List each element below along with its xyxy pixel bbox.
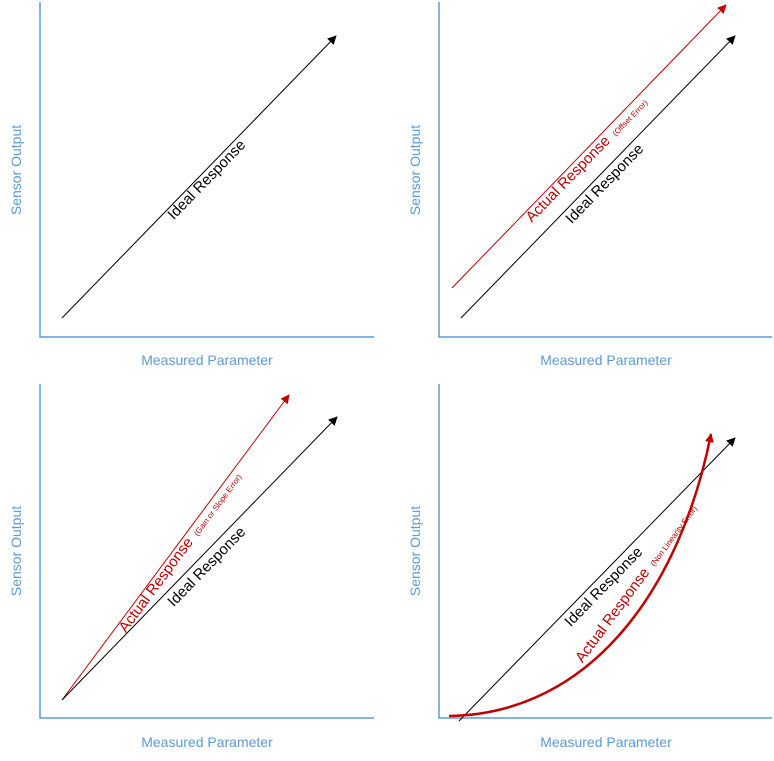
axes — [39, 384, 374, 719]
x-axis-label: Measured Parameter — [540, 352, 672, 368]
panel-ideal: Sensor Output Measured Parameter Ideal R… — [8, 2, 374, 368]
y-axis-label: Sensor Output — [8, 506, 24, 596]
ideal-response-line — [458, 437, 736, 722]
y-axis-label: Sensor Output — [8, 125, 24, 215]
actual-response-line — [61, 394, 290, 701]
ideal-response-label: Ideal Response — [164, 137, 249, 224]
panel-offset-error: Sensor Output Measured Parameter Actual … — [407, 2, 772, 368]
x-axis-label: Measured Parameter — [141, 352, 273, 368]
axes — [438, 2, 772, 338]
ideal-response-line — [61, 416, 338, 701]
ideal-response-line — [61, 35, 337, 319]
axes — [438, 384, 772, 719]
actual-response-label: Actual Response (Non Linearity Error) — [572, 500, 701, 665]
actual-response-curve — [448, 433, 714, 718]
actual-response-line — [451, 4, 727, 289]
panel-gain-error: Sensor Output Measured Parameter Actual … — [8, 384, 374, 750]
y-axis-label: Sensor Output — [407, 506, 423, 596]
ideal-response-line — [460, 35, 736, 319]
x-axis-label: Measured Parameter — [141, 734, 273, 750]
panel-nonlinearity-error: Sensor Output Measured Parameter Ideal R… — [407, 384, 772, 750]
x-axis-label: Measured Parameter — [540, 734, 672, 750]
y-axis-label: Sensor Output — [407, 125, 423, 215]
axes — [39, 2, 374, 338]
